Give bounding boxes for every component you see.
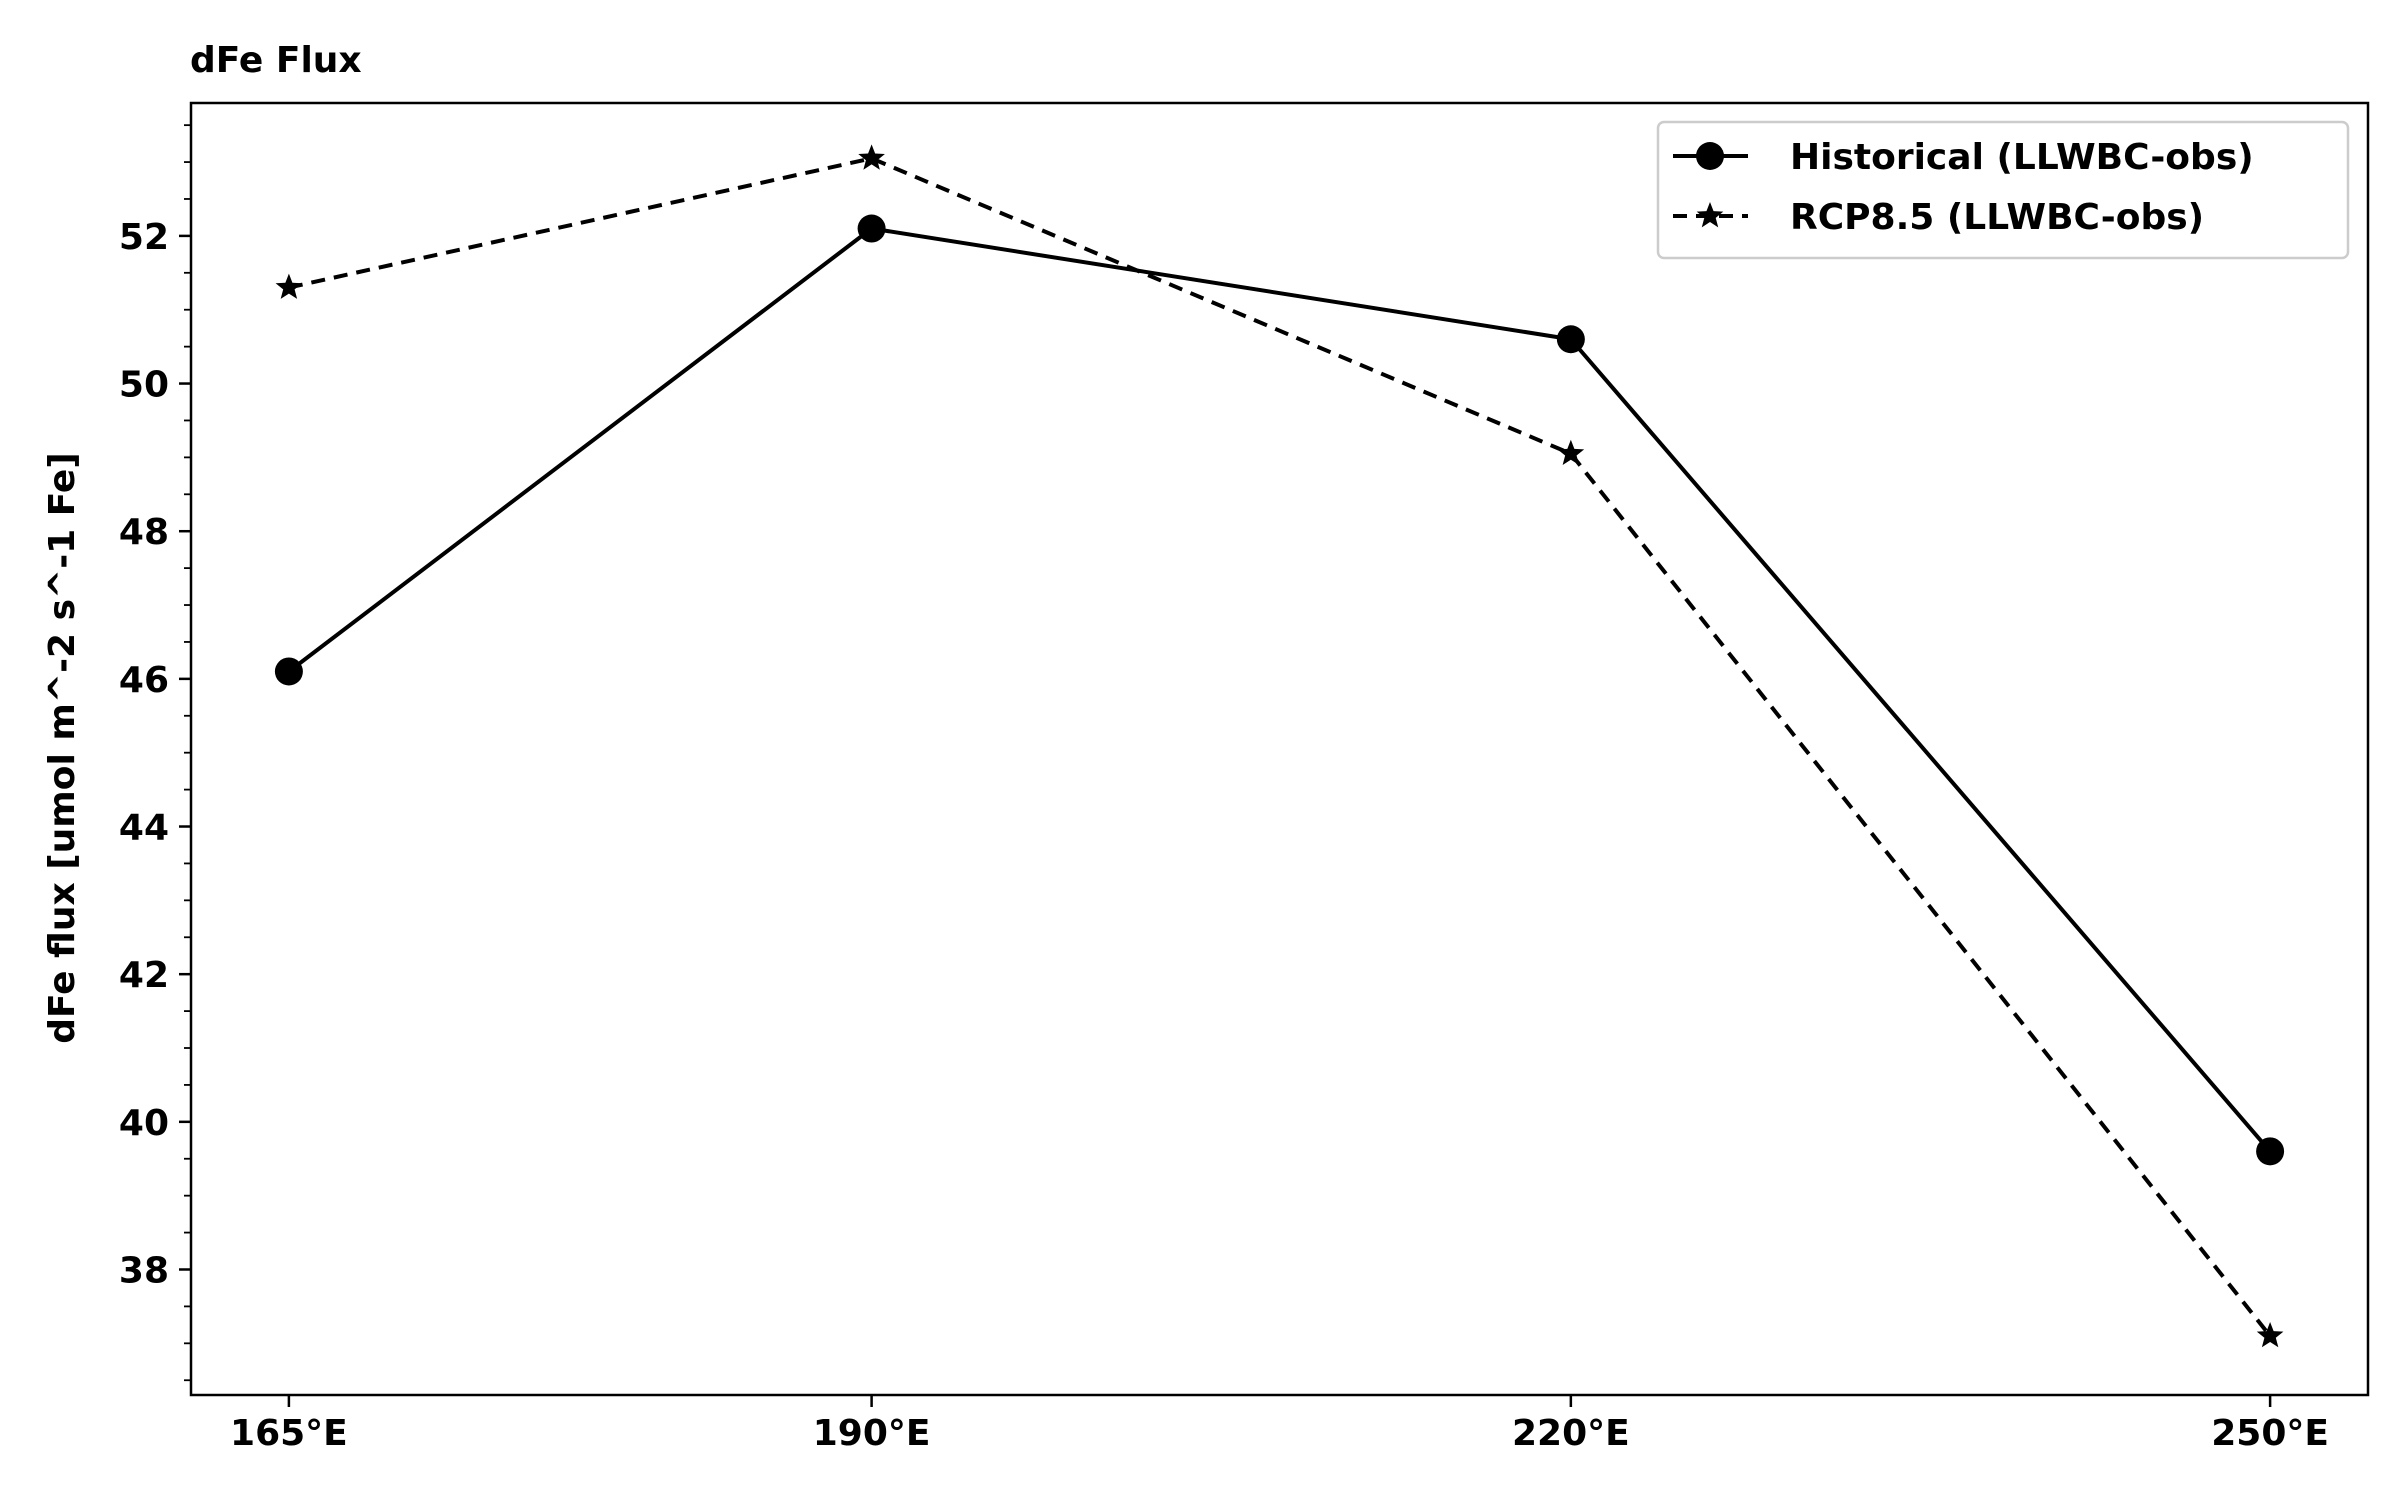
data-point (1556, 325, 1585, 354)
y-tick-label: 50 (119, 365, 169, 406)
data-point (858, 144, 885, 170)
legend-marker (1696, 202, 1724, 228)
axis-ticks: 165°E 190°E 220°E 250°E 38 40 42 44 46 48 50 52 (119, 124, 2329, 1454)
series-1 (274, 214, 2285, 1166)
data-point (1557, 439, 1585, 466)
legend-label: Historical (LLWBC-obs) (1790, 137, 2254, 178)
series-2 (275, 144, 2284, 1348)
data-point (2256, 1137, 2285, 1166)
data-point (2256, 1321, 2284, 1348)
data-point (275, 273, 303, 299)
data-point (857, 214, 886, 243)
x-tick-label: 250°E (2211, 1413, 2329, 1454)
y-tick-label: 46 (119, 660, 169, 701)
series-line (288, 156, 2272, 1338)
legend-box (1656, 120, 2350, 260)
x-tick-label: 220°E (1512, 1413, 1630, 1454)
x-tick-label: 190°E (813, 1413, 931, 1454)
chart-title: dFe Flux (190, 40, 362, 81)
x-tick-label: 165°E (230, 1413, 348, 1454)
legend-label: RCP8.5 (LLWBC-obs) (1790, 197, 2204, 238)
legend: Historical (LLWBC-obs) RCP8.5 (LLWBC-obs) (1656, 120, 2350, 260)
y-tick-label: 40 (119, 1103, 169, 1144)
series-layer (274, 144, 2285, 1348)
y-tick-label: 48 (119, 512, 169, 553)
y-tick-label: 38 (119, 1250, 169, 1291)
y-tick-label: 52 (119, 217, 169, 258)
legend-marker (1696, 142, 1724, 170)
y-axis-label: dFe flux [umol m^-2 s^-1 Fe] (42, 452, 83, 1043)
data-point (274, 657, 303, 686)
series-line (287, 226, 2272, 1153)
y-tick-label: 44 (119, 808, 169, 849)
y-tick-label: 42 (119, 955, 169, 996)
plot-frame (189, 101, 2370, 1397)
